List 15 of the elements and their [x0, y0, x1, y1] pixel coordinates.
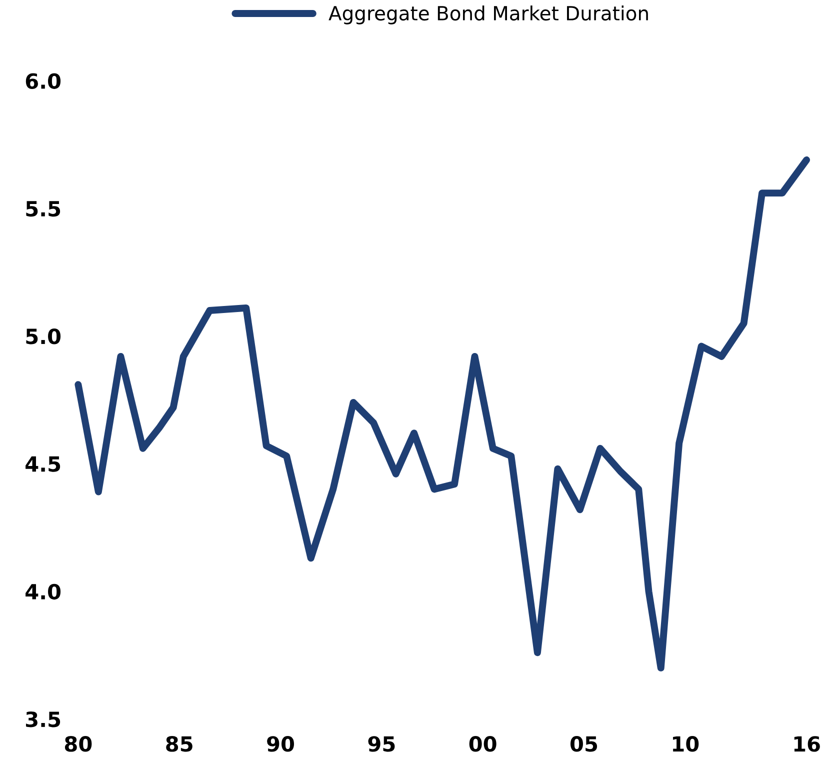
y-tick-label: 5.5 [26, 201, 60, 217]
y-tick-label: 4.0 [26, 584, 61, 600]
x-tick-label: 80 [64, 736, 92, 752]
x-tick-label: 95 [368, 736, 395, 752]
x-tick-label: 05 [570, 736, 598, 752]
x-tick-label: 90 [267, 736, 294, 752]
x-tick-label: 00 [469, 736, 496, 752]
x-tick-label: 85 [166, 736, 192, 752]
x-tick-label: 10 [673, 736, 699, 752]
x-tick-label: 16 [794, 736, 820, 752]
y-tick-label: 5.0 [26, 328, 61, 344]
y-tick-label: 3.5 [26, 711, 60, 728]
y-tick-label: 6.0 [26, 73, 61, 89]
legend-label: Aggregate Bond Market Duration [328, 6, 648, 24]
y-tick-label: 4.5 [26, 456, 60, 472]
